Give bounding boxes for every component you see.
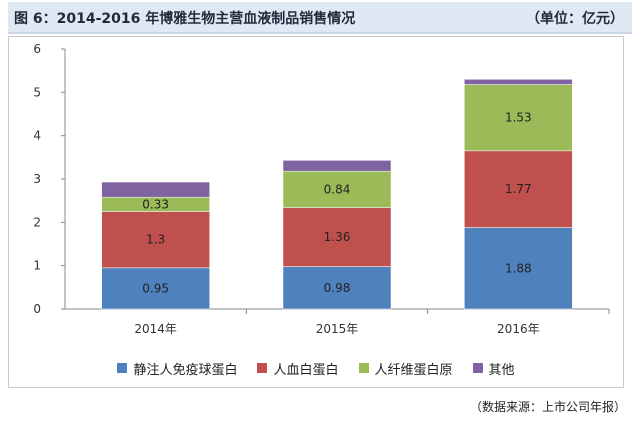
bar-segment [464,79,573,85]
stacked-bar-chart: 0 1 2 3 4 5 6 0.95 1.3 0.33 2014年 0.98 1.36 0.84 2015年… [33,42,610,336]
y-tick-label: 3 [33,172,41,186]
bar-segment [464,84,573,152]
chart-legend: 静注人免疫球蛋白 人血白蛋白 人纤维蛋白原 其他 [9,358,623,378]
legend-label: 人血白蛋白 [273,362,339,378]
legend-label: 其他 [488,362,515,378]
source-note: （数据来源：上市公司年报） [469,400,626,414]
data-label: 1.53 [505,111,532,125]
legend-item: 其他 [472,359,515,378]
data-label: 1.36 [324,230,351,244]
data-label: 0.98 [324,281,351,295]
legend-swatch [472,363,483,373]
bar-segment [282,207,392,267]
chart-header: 图 6：2014-2016 年博雅生物主营血液制品销售情况 （单位：亿元） [8,2,632,34]
legend-item: 人血白蛋白 [257,359,339,378]
bar-segment [282,266,392,310]
y-tick-label: 6 [33,42,41,56]
data-label: 1.3 [146,233,165,247]
y-tick-label: 0 [33,302,41,316]
legend-item: 人纤维蛋白原 [358,359,453,378]
bar-segment [282,160,392,172]
y-tick-label: 4 [33,129,41,143]
bar-segment [101,211,210,269]
y-tick-label: 5 [33,85,41,99]
data-label: 0.84 [324,182,351,196]
legend-label: 静注人免疫球蛋白 [133,362,238,378]
chart-frame: 0 1 2 3 4 5 6 0.95 1.3 0.33 2014年 0.98 1.36 0.84 2015年… [8,36,624,388]
unit-label: （单位：亿元） [526,11,624,27]
data-label: 1.77 [505,182,532,196]
bar-segment [101,267,210,310]
bar-segment [101,181,210,198]
legend-swatch [117,363,128,373]
bar-segment [464,227,573,310]
legend-item: 静注人免疫球蛋白 [117,359,237,378]
x-tick-label: 2016年 [497,322,540,336]
bar-segment [282,170,392,208]
y-tick-label: 2 [33,215,41,229]
x-tick-label: 2015年 [316,322,359,336]
x-tick-label: 2014年 [134,322,177,336]
data-label: 0.33 [142,197,169,211]
legend-swatch [257,363,268,373]
chart-title: 图 6：2014-2016 年博雅生物主营血液制品销售情况 [14,11,356,27]
bar-segment [464,150,573,228]
legend-swatch [358,363,369,373]
data-label: 0.95 [142,281,169,295]
y-tick-label: 1 [33,259,41,273]
data-label: 1.88 [505,261,532,275]
legend-label: 人纤维蛋白原 [374,362,453,378]
